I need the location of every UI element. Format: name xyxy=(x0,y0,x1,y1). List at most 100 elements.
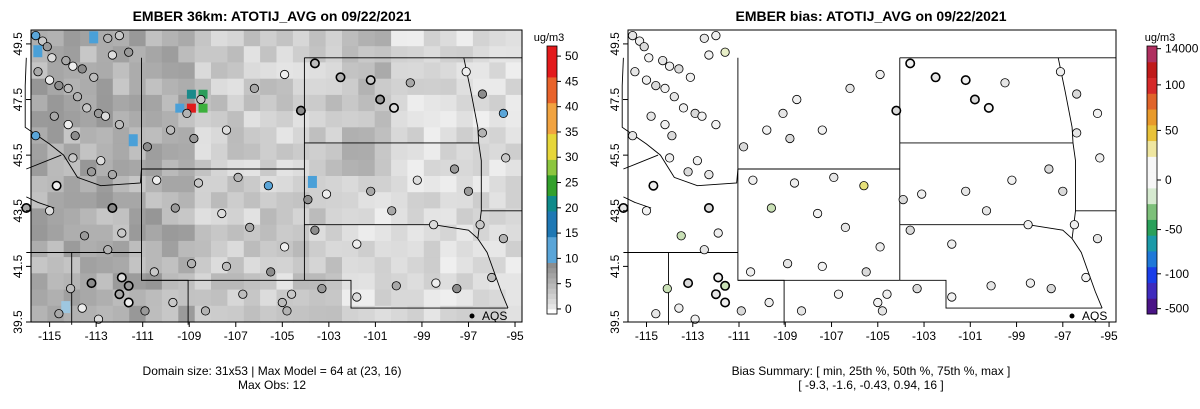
heatmap-cell xyxy=(325,273,343,291)
heatmap-cell xyxy=(489,46,507,63)
y-tick-label: 45.5 xyxy=(11,143,25,167)
heatmap-cell xyxy=(31,78,48,96)
heatmap-cell xyxy=(276,78,294,96)
observation-point xyxy=(833,289,844,299)
colorbar-segment xyxy=(1147,109,1157,126)
colorbar-segment xyxy=(547,231,557,238)
heatmap-cell xyxy=(260,46,278,63)
observation-point xyxy=(152,175,162,185)
observation-point xyxy=(875,69,885,80)
heatmap-cell xyxy=(112,159,130,177)
observation-point xyxy=(123,297,134,308)
heatmap-cell xyxy=(391,305,409,323)
heatmap-cell xyxy=(178,30,196,47)
heatmap-hot-cell xyxy=(175,103,185,113)
observation-point xyxy=(217,208,227,219)
colorbar-segment xyxy=(547,293,557,300)
heatmap-cell xyxy=(358,111,376,128)
heatmap-blue-cell xyxy=(89,31,99,44)
heatmap-cell xyxy=(161,143,179,161)
colorbar-tick-label: 5 xyxy=(565,277,572,291)
heatmap-cell xyxy=(194,46,212,63)
colorbar-segment xyxy=(547,216,557,222)
y-tick-label: 49.5 xyxy=(608,32,622,56)
observation-point xyxy=(678,103,689,113)
heatmap-cell xyxy=(161,257,179,274)
observation-point xyxy=(882,289,892,299)
heatmap-cell xyxy=(505,240,523,258)
observation-point xyxy=(817,125,827,135)
heatmap-cell xyxy=(456,192,474,209)
heatmap-cell xyxy=(489,159,507,177)
colorbar-segment xyxy=(547,252,557,258)
heatmap-cell xyxy=(489,78,507,96)
heatmap-cell xyxy=(145,289,163,307)
heatmap-cell xyxy=(505,159,523,177)
heatmap-cell xyxy=(129,30,147,47)
heatmap-cell xyxy=(178,208,196,226)
colorbar-segment xyxy=(547,164,557,171)
colorbar-segment xyxy=(1147,93,1157,110)
state-border xyxy=(141,279,189,325)
heatmap-cell xyxy=(211,224,228,242)
x-tick-label: -101 xyxy=(958,329,982,343)
heatmap-cell xyxy=(227,240,245,258)
heatmap-cell xyxy=(423,224,441,242)
heatmap-cell xyxy=(456,111,474,128)
observation-point xyxy=(461,67,471,77)
heatmap-cell xyxy=(358,289,376,307)
heatmap-cell xyxy=(472,305,490,323)
heatmap-cell xyxy=(292,62,310,80)
colorbar-segment xyxy=(547,107,557,114)
observation-point xyxy=(47,53,57,63)
heatmap-cell xyxy=(505,94,523,112)
observation-point xyxy=(829,172,839,182)
heatmap-cell xyxy=(292,143,310,161)
heatmap-cell xyxy=(292,208,310,226)
heatmap-cell xyxy=(456,289,474,307)
heatmap-cell xyxy=(31,176,48,193)
heatmap-cell xyxy=(342,94,359,112)
heatmap-cell xyxy=(211,143,228,161)
heatmap-cell xyxy=(309,192,327,209)
heatmap-cell xyxy=(374,305,392,323)
observation-point xyxy=(54,81,64,91)
heatmap-cell xyxy=(63,192,81,209)
observation-point xyxy=(68,61,78,71)
heatmap-cell xyxy=(31,159,48,177)
heatmap-cell xyxy=(358,257,376,274)
heatmap-cell xyxy=(489,240,507,258)
observation-point xyxy=(1046,283,1056,294)
colorbar-segment xyxy=(547,210,557,217)
heatmap-cell xyxy=(243,273,261,291)
heatmap-cell xyxy=(423,192,441,209)
observation-point xyxy=(452,283,462,294)
x-tick-label: -103 xyxy=(912,329,936,343)
heatmap-cell xyxy=(96,273,114,291)
heatmap-cell xyxy=(178,305,196,323)
colorbar-segment xyxy=(1147,250,1157,268)
colorbar-segment xyxy=(547,82,557,88)
model-heatmap xyxy=(31,30,523,323)
heatmap-cell xyxy=(423,127,441,145)
observation-point xyxy=(1095,153,1105,163)
observation-point xyxy=(713,228,723,238)
colorbar-segment xyxy=(547,71,557,78)
x-tick-label: -105 xyxy=(270,329,294,343)
heatmap-cell xyxy=(292,78,310,96)
observation-point xyxy=(778,108,788,119)
heatmap-cell xyxy=(243,257,261,274)
heatmap-cell xyxy=(145,159,163,177)
observation-point xyxy=(859,181,869,191)
heatmap-cell xyxy=(358,94,376,112)
x-tick-label: -111 xyxy=(728,329,751,343)
heatmap-cell xyxy=(211,78,228,96)
heatmap-cell xyxy=(80,46,98,63)
heatmap-cell xyxy=(440,224,458,242)
colorbar-segment xyxy=(547,247,557,253)
heatmap-cell xyxy=(342,208,359,226)
heatmap-cell xyxy=(47,94,65,112)
observation-point xyxy=(63,120,73,130)
heatmap-cell xyxy=(260,159,278,177)
observation-point xyxy=(690,314,700,324)
